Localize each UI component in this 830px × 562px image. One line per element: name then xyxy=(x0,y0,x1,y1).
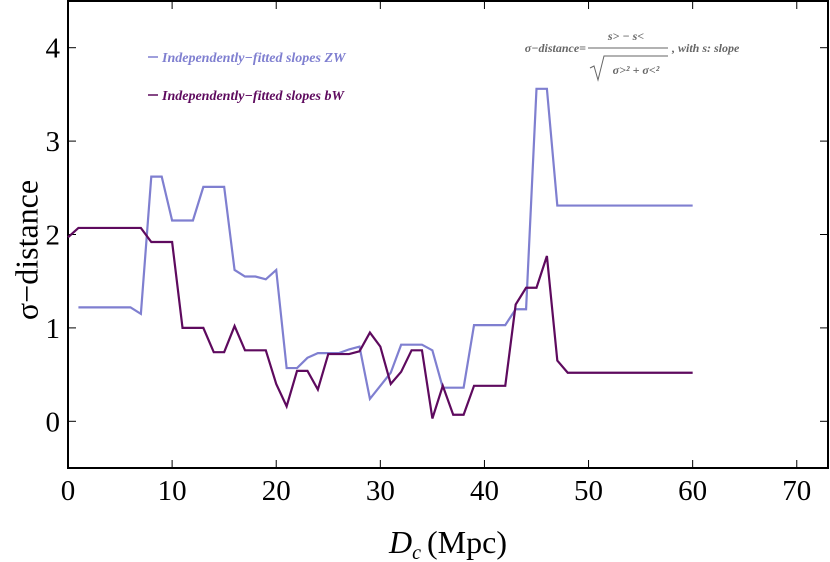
series-line xyxy=(67,226,693,419)
legend-label: Independently−fitted slopes bW xyxy=(161,89,345,104)
sqrt-sign xyxy=(589,55,668,82)
annotation-numerator: s> − s< xyxy=(607,29,644,43)
legend-label: Independently−fitted slopes ZW xyxy=(161,51,347,66)
x-tick-label: 70 xyxy=(782,475,811,507)
y-tick-label: 1 xyxy=(46,313,61,345)
x-axis-label: Dc (Mpc) xyxy=(388,524,507,562)
annotation-denominator: σ>² + σ<² xyxy=(613,63,660,77)
y-tick-label: 2 xyxy=(46,220,61,252)
y-tick-label: 0 xyxy=(46,406,61,438)
x-tick-label: 30 xyxy=(366,475,395,507)
y-tick-label: 4 xyxy=(46,33,61,65)
x-tick-label: 60 xyxy=(678,475,707,507)
x-tick-label: 10 xyxy=(158,475,187,507)
x-tick-label: 20 xyxy=(262,475,291,507)
annotation-lhs: σ−distance= xyxy=(525,41,586,55)
x-tick-label: 0 xyxy=(61,475,76,507)
x-label-symbol: D xyxy=(388,524,412,560)
x-tick-label: 50 xyxy=(574,475,603,507)
x-tick-label: 40 xyxy=(470,475,499,507)
y-axis-label: σ−distance xyxy=(8,180,44,320)
x-label-unit: (Mpc) xyxy=(427,524,507,560)
annotation-suffix: , with s: slope xyxy=(671,41,740,55)
y-tick-label: 3 xyxy=(46,126,61,158)
x-label-subscript: c xyxy=(412,542,421,562)
annotation: σ−distance= s> − s< σ>² + σ<² , with s: … xyxy=(525,29,740,82)
series-line xyxy=(78,87,693,402)
